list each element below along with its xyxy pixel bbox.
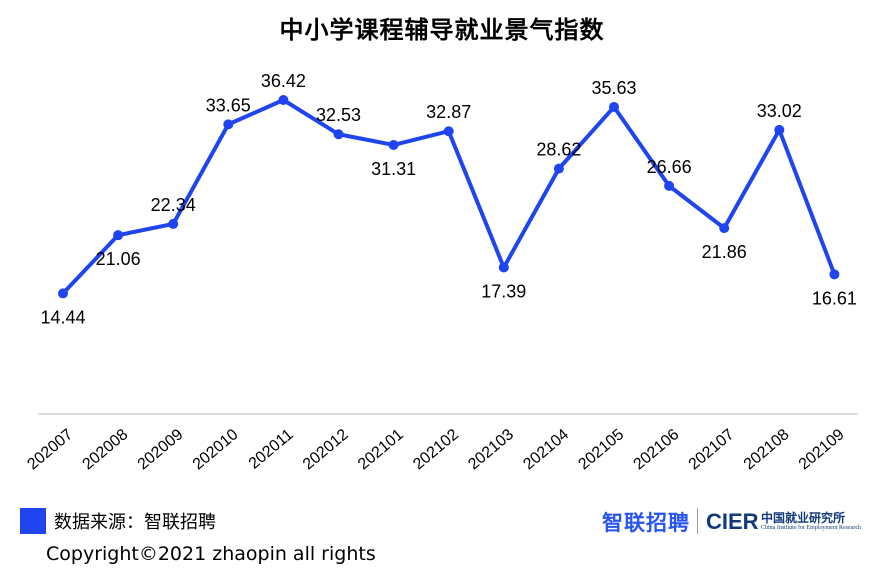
data-point bbox=[223, 119, 234, 130]
data-point bbox=[553, 163, 564, 174]
zhaopin-logo: 智联招聘 bbox=[602, 511, 690, 535]
data-point bbox=[829, 269, 840, 280]
data-point bbox=[333, 129, 344, 140]
chart-title: 中小学课程辅导就业景气指数 bbox=[279, 16, 605, 44]
cier-logo-en: China Institute for Employment Research bbox=[761, 525, 861, 531]
x-tick-label: 202010 bbox=[190, 426, 242, 473]
x-tick-label: 202008 bbox=[80, 426, 132, 473]
data-point bbox=[719, 223, 730, 234]
x-tick-label: 202103 bbox=[465, 426, 517, 473]
data-point bbox=[113, 230, 124, 241]
logo-divider bbox=[697, 508, 698, 534]
data-point bbox=[278, 95, 289, 106]
data-label: 17.39 bbox=[481, 281, 526, 301]
data-label: 21.86 bbox=[702, 242, 747, 262]
data-label: 32.87 bbox=[426, 102, 471, 122]
source-swatch bbox=[20, 508, 46, 534]
data-label: 33.65 bbox=[206, 95, 251, 115]
copyright: Copyright©2021 zhaopin all rights bbox=[46, 543, 376, 565]
data-point bbox=[774, 124, 785, 135]
cier-logo-cn: 中国就业研究所 bbox=[761, 511, 846, 525]
data-label: 16.61 bbox=[812, 288, 857, 308]
x-tick-label: 202107 bbox=[686, 426, 738, 473]
x-tick-label: 202012 bbox=[300, 426, 352, 473]
data-label: 28.62 bbox=[536, 140, 581, 160]
data-label: 26.66 bbox=[647, 157, 692, 177]
data-point bbox=[609, 101, 619, 112]
data-label: 31.31 bbox=[371, 159, 416, 179]
x-tick-label: 202106 bbox=[631, 426, 683, 473]
data-label: 35.63 bbox=[591, 78, 636, 98]
data-point bbox=[664, 180, 675, 191]
data-label: 22.34 bbox=[151, 195, 196, 215]
data-label: 36.42 bbox=[261, 71, 306, 91]
data-point bbox=[443, 126, 454, 137]
x-tick-label: 202009 bbox=[135, 426, 187, 473]
line-chart: 14.44 21.06 22.34 33.65 36.42 32.53 31.31 32.87… bbox=[24, 71, 858, 473]
x-tick-label: 202101 bbox=[355, 426, 407, 473]
data-label: 33.02 bbox=[757, 101, 802, 121]
data-point bbox=[498, 262, 509, 273]
x-tick-label: 202102 bbox=[410, 426, 462, 473]
cier-logo: CIER bbox=[706, 509, 759, 534]
data-label: 14.44 bbox=[40, 307, 85, 327]
data-point bbox=[58, 288, 68, 299]
data-point bbox=[168, 218, 179, 229]
data-label: 21.06 bbox=[96, 249, 141, 269]
x-tick-label: 202007 bbox=[24, 426, 76, 473]
x-tick-label: 202108 bbox=[741, 426, 793, 473]
data-label: 32.53 bbox=[316, 105, 361, 125]
x-tick-label: 202109 bbox=[796, 426, 848, 473]
x-tick-label: 202105 bbox=[575, 426, 627, 473]
data-point bbox=[388, 139, 399, 150]
x-tick-label: 202011 bbox=[246, 426, 297, 473]
source-label: 数据来源：智联招聘 bbox=[54, 512, 216, 533]
data-source: 数据来源：智联招聘 bbox=[20, 508, 216, 534]
x-tick-label: 202104 bbox=[520, 426, 572, 473]
